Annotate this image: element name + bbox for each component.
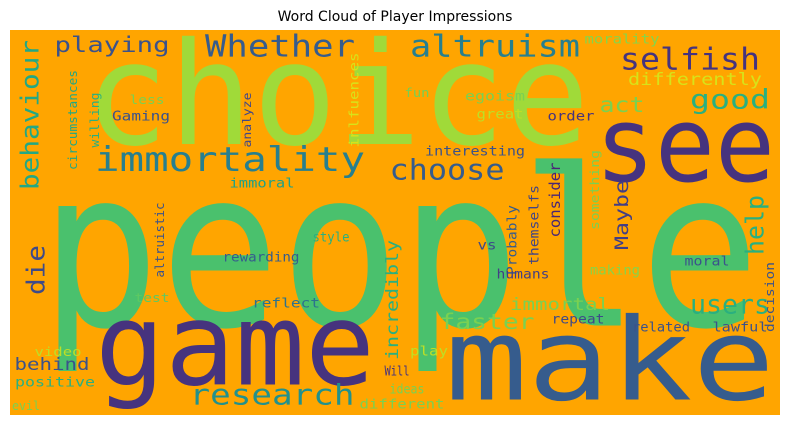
word: immoral <box>230 177 295 192</box>
word: play <box>410 345 448 360</box>
word: see <box>595 84 775 206</box>
word: incredibly <box>383 240 403 360</box>
word: Whether <box>205 30 355 65</box>
word: circumstances <box>66 70 80 170</box>
word: altruistic <box>153 203 167 278</box>
chart-title: Word Cloud of Player Impressions <box>278 9 513 25</box>
word: humans <box>497 268 550 283</box>
word: immortal <box>510 295 610 315</box>
word: style <box>313 231 350 246</box>
word: order <box>548 110 595 125</box>
word: act <box>600 93 645 117</box>
word: egoism <box>465 90 525 105</box>
word: interesting <box>425 145 525 160</box>
word: willing <box>88 93 102 148</box>
word: rewarding <box>223 251 300 266</box>
word: Maybe <box>611 180 633 250</box>
word: great <box>477 108 524 123</box>
word: something <box>588 150 602 230</box>
word: research <box>190 379 355 412</box>
word: analyze <box>240 92 254 147</box>
word: choose <box>390 154 505 187</box>
word: game <box>95 279 375 412</box>
word: behind <box>15 355 90 375</box>
word: less <box>130 93 165 107</box>
word: repeat <box>552 313 605 328</box>
word: positive <box>15 376 95 391</box>
plot-background <box>10 30 780 415</box>
word: reflect <box>252 297 320 312</box>
word: Gaming <box>112 110 170 125</box>
word: choice <box>85 12 590 178</box>
word: lawful <box>713 321 768 336</box>
word: playing <box>55 33 170 57</box>
word: good <box>690 85 770 116</box>
word: consider <box>546 163 564 238</box>
word: users <box>690 290 770 321</box>
word: behaviour <box>16 40 45 190</box>
word: test <box>135 291 170 305</box>
word: fun <box>405 86 430 100</box>
word: morality <box>585 33 660 48</box>
word: inlfuences <box>348 53 363 148</box>
word: make <box>445 294 775 425</box>
word: selfish <box>620 43 760 78</box>
word: vs <box>478 239 497 254</box>
word: making <box>590 264 640 279</box>
word: moral <box>685 255 730 270</box>
word: related <box>632 321 690 336</box>
word: altruism <box>410 30 580 65</box>
word: die <box>22 245 51 295</box>
word: different <box>360 398 445 413</box>
word: evil <box>12 399 40 413</box>
word: Will <box>385 365 410 380</box>
word: people <box>40 123 760 378</box>
word: decision <box>763 262 777 332</box>
word: immortality <box>95 140 365 180</box>
word: differently <box>628 70 762 90</box>
word: video <box>35 345 82 359</box>
word: faster <box>440 310 535 334</box>
word: help <box>741 195 770 255</box>
word: ideas <box>390 383 425 398</box>
word: themselfs <box>528 185 543 265</box>
word: Probably <box>506 205 521 275</box>
